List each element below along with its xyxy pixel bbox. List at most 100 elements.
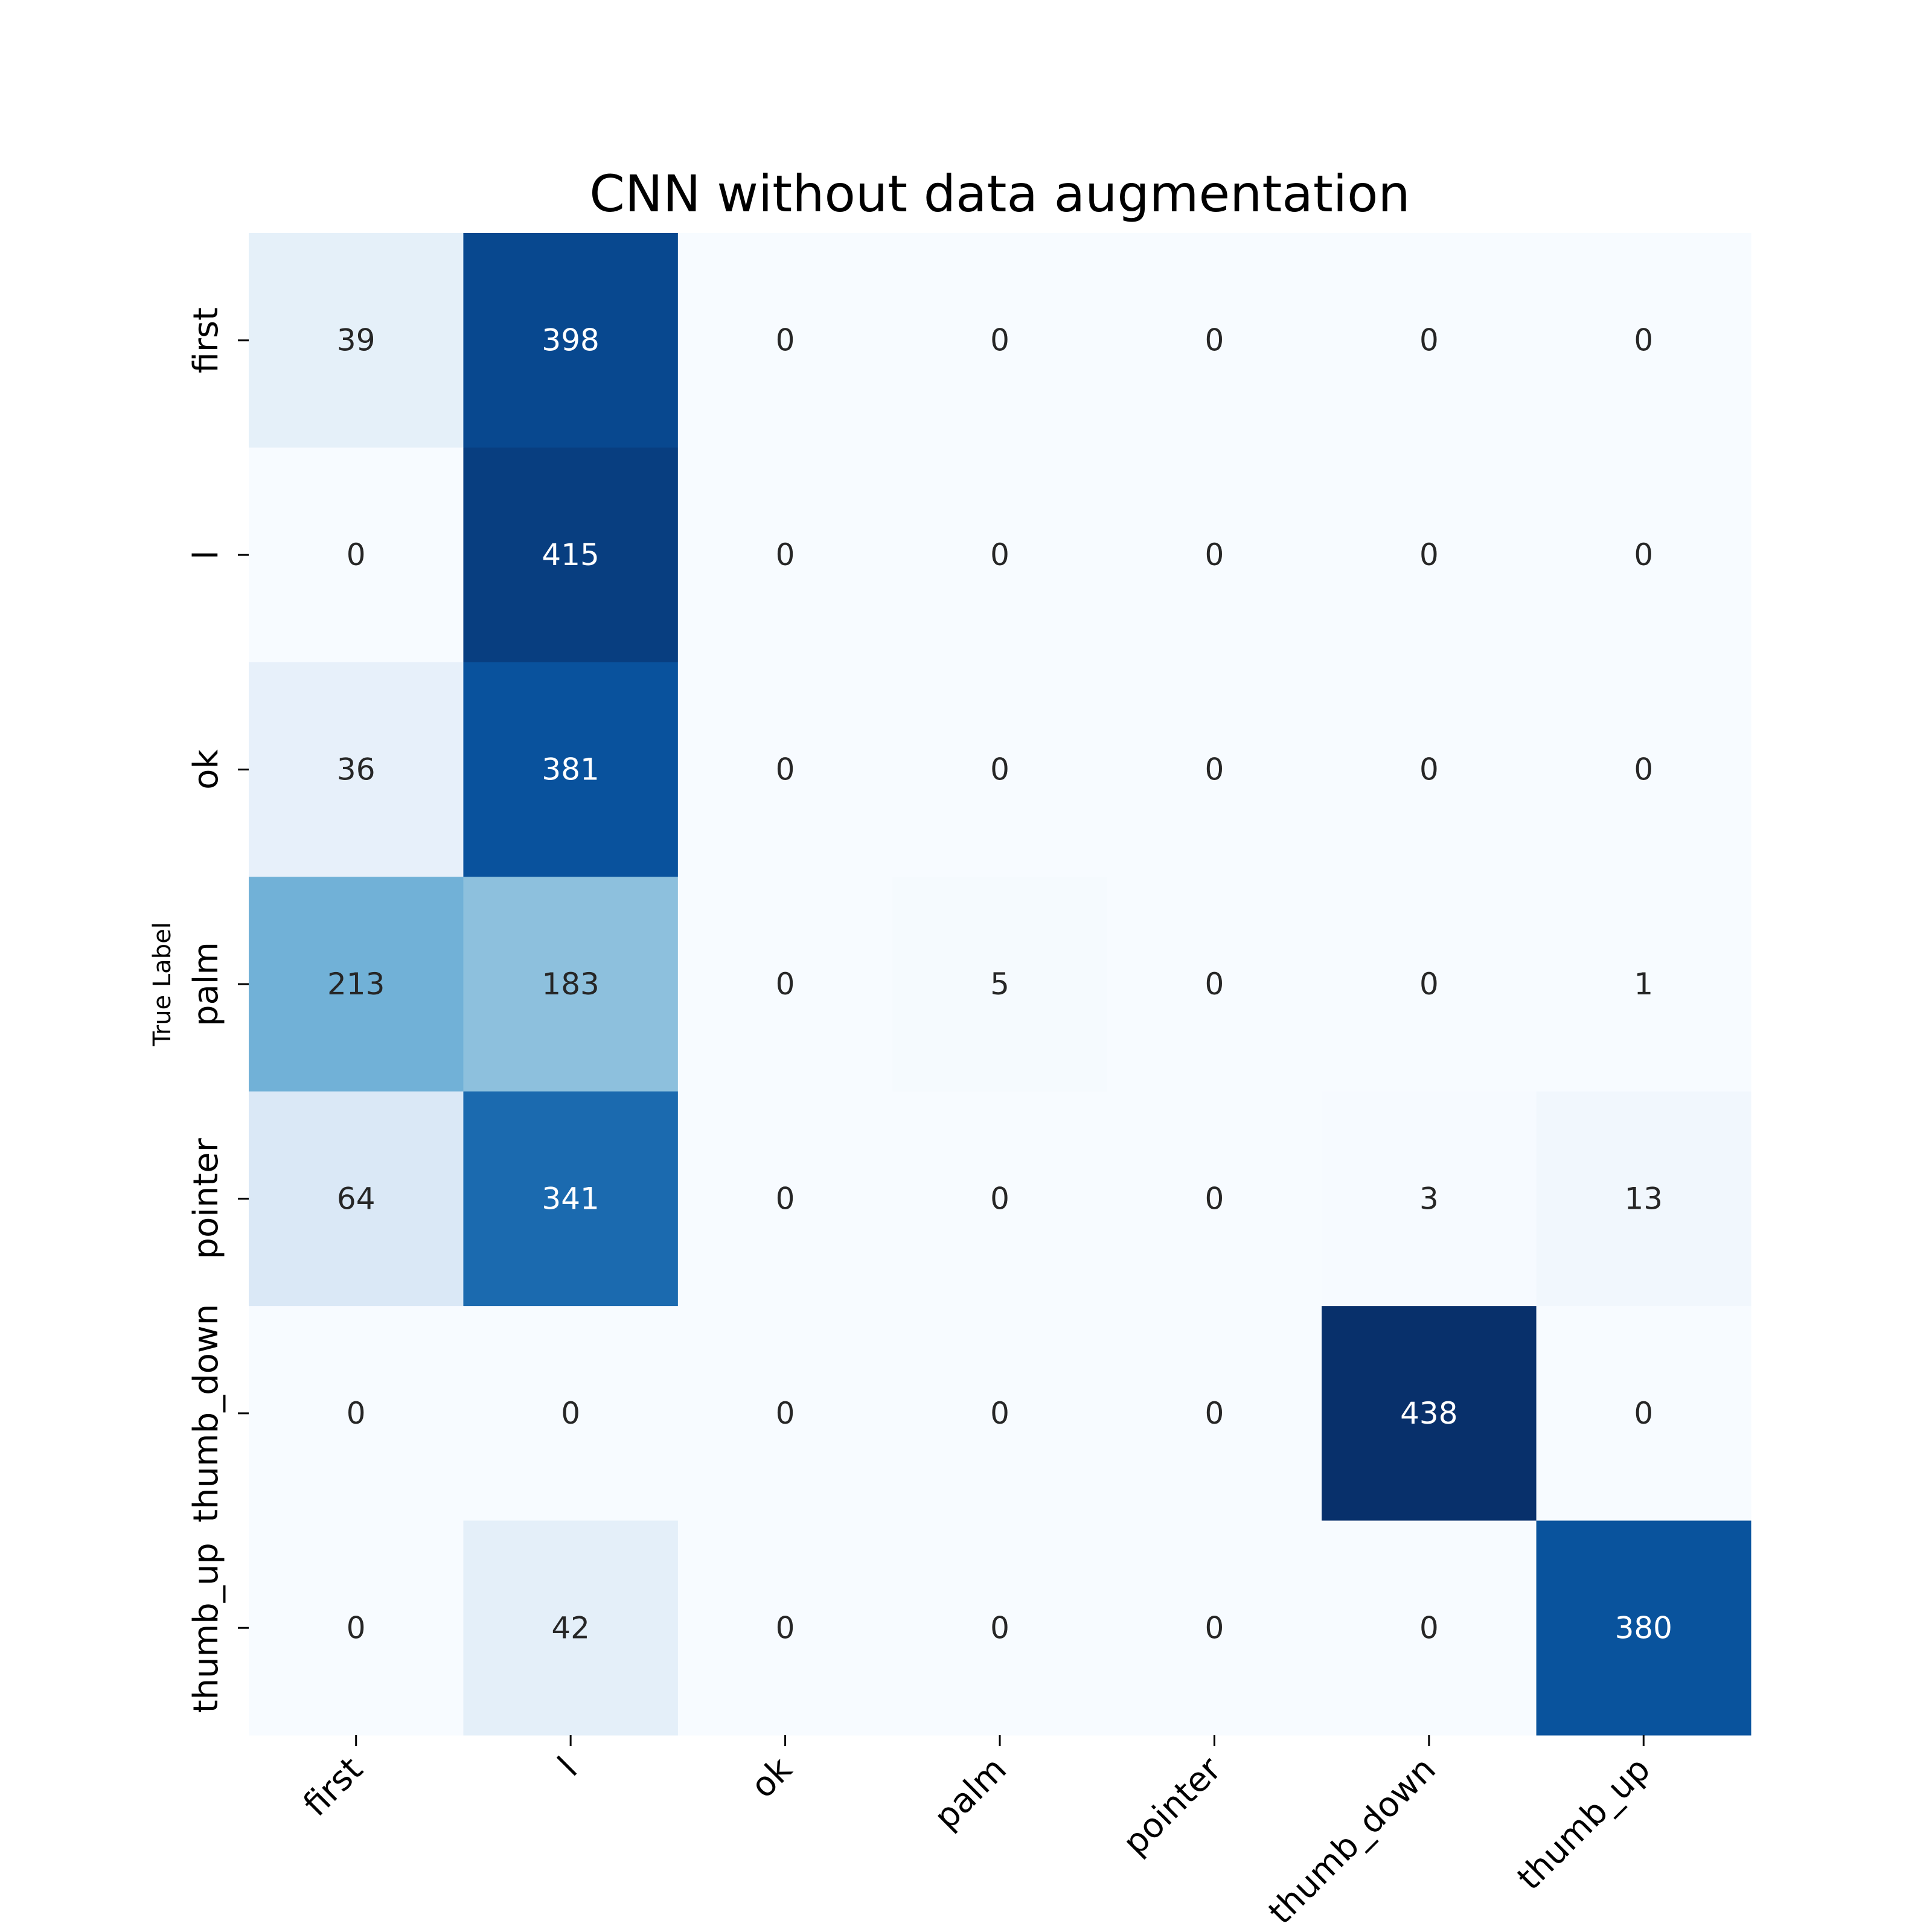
y-tick-label-2: ok [187,749,226,790]
heatmap-cell-r2-c2 [677,662,893,877]
heatmap-cell-r6-c2 [677,1520,893,1736]
cell-value-r6-c0: 0 [347,1610,366,1645]
cell-value-r5-c3: 0 [990,1396,1009,1431]
y-axis-ticks: first l ok palm pointer thumb_down thumb_up [187,307,249,1713]
heatmap-cell-r4-c1 [463,1091,679,1307]
cell-value-r6-c5: 0 [1419,1610,1439,1645]
cell-value-r5-c0: 0 [347,1396,366,1431]
x-tick-label-4: pointer [1116,1749,1229,1863]
cell-value-r3-c3: 5 [990,967,1009,1002]
cell-value-r6-c4: 0 [1205,1610,1224,1645]
cell-value-r1-c5: 0 [1419,537,1439,572]
heatmap-cell-r4-c6 [1536,1091,1751,1307]
heatmap-cell-r2-c4 [1107,662,1322,877]
heatmap-cell-r2-c3 [892,662,1108,877]
heatmap-cell-r3-c2 [677,877,893,1092]
y-tick-label-6: thumb_up [187,1543,226,1713]
cell-value-r4-c6: 13 [1624,1181,1663,1216]
heatmap-cell-r1-c2 [677,447,893,663]
chart-title: CNN without data augmentation [589,164,1410,223]
y-tick-label-3: palm [187,942,226,1026]
heatmap-cells [249,233,1751,1736]
heatmap-cell-r2-c1 [463,662,679,877]
x-tick-label-6: thumb_up [1510,1750,1658,1898]
cell-value-r6-c3: 0 [990,1610,1009,1645]
heatmap-cell-r3-c4 [1107,877,1322,1092]
cell-value-r3-c2: 0 [776,967,795,1002]
cell-value-r2-c4: 0 [1205,752,1224,787]
heatmap-cell-r6-c0 [249,1520,464,1736]
heatmap-cell-r3-c1 [463,877,679,1092]
heatmap-cell-r5-c4 [1107,1306,1322,1521]
y-tick-label-5: thumb_down [187,1304,226,1523]
heatmap-cell-r3-c6 [1536,877,1751,1092]
cell-value-r6-c1: 42 [551,1610,590,1645]
heatmap-cell-r4-c0 [249,1091,464,1307]
heatmap-cell-r0-c6 [1536,233,1751,448]
heatmap-cell-r1-c5 [1322,447,1537,663]
x-tick-label-1: l [551,1750,585,1784]
cell-value-r2-c3: 0 [990,752,1009,787]
cell-value-r4-c0: 64 [337,1181,376,1216]
heatmap-cell-r4-c4 [1107,1091,1322,1307]
cell-value-r6-c6: 380 [1615,1610,1672,1645]
heatmap-cell-r5-c2 [677,1306,893,1521]
x-tick-label-3: palm [927,1750,1014,1837]
cell-value-r0-c3: 0 [990,323,1009,358]
cell-value-r4-c5: 3 [1419,1181,1439,1216]
cell-value-r5-c2: 0 [776,1396,795,1431]
heatmap-cell-r6-c5 [1322,1520,1537,1736]
heatmap-cell-r0-c0 [249,233,464,448]
x-tick-label-5: thumb_down [1261,1750,1444,1932]
heatmap-cell-r0-c4 [1107,233,1322,448]
cell-value-r2-c0: 36 [337,752,376,787]
cell-value-r0-c6: 0 [1634,323,1653,358]
heatmap-cell-r5-c6 [1536,1306,1751,1521]
cell-value-r3-c6: 1 [1634,967,1653,1002]
cell-value-r5-c4: 0 [1205,1396,1224,1431]
y-axis-label: True Label [149,922,176,1047]
cell-value-r0-c0: 39 [337,323,376,358]
cell-value-r0-c5: 0 [1419,323,1439,358]
heatmap-cell-r1-c0 [249,447,464,663]
cell-value-r2-c5: 0 [1419,752,1439,787]
cell-value-r3-c5: 0 [1419,967,1439,1002]
heatmap-cell-r6-c1 [463,1520,679,1736]
y-tick-label-0: first [187,307,226,373]
cell-value-r2-c2: 0 [776,752,795,787]
x-tick-label-0: first [296,1750,370,1824]
heatmap-cell-r6-c6 [1536,1520,1751,1736]
cell-value-r0-c2: 0 [776,323,795,358]
cell-value-r3-c0: 213 [327,967,385,1002]
cell-value-r1-c6: 0 [1634,537,1653,572]
cell-value-r2-c6: 0 [1634,752,1653,787]
heatmap-cell-r3-c5 [1322,877,1537,1092]
heatmap-cell-r4-c5 [1322,1091,1537,1307]
heatmap-cell-r1-c6 [1536,447,1751,663]
heatmap-cell-r2-c6 [1536,662,1751,877]
heatmap-cell-r5-c5 [1322,1306,1537,1521]
heatmap-cell-r4-c2 [677,1091,893,1307]
x-tick-label-2: ok [743,1750,800,1806]
cell-value-r1-c4: 0 [1205,537,1224,572]
cell-value-r0-c1: 398 [542,323,599,358]
heatmap-cell-r0-c3 [892,233,1108,448]
x-axis-ticks: first l ok palm pointer thumb_down thumb_up [296,1735,1658,1932]
cell-value-r4-c1: 341 [542,1181,599,1216]
heatmap-cell-r6-c3 [892,1520,1108,1736]
heatmap-cell-r3-c3 [892,877,1108,1092]
y-tick-label-4: pointer [187,1137,226,1259]
heatmap-cell-r6-c4 [1107,1520,1322,1736]
cell-value-r1-c2: 0 [776,537,795,572]
heatmap-cell-r5-c3 [892,1306,1108,1521]
heatmap-cell-r1-c4 [1107,447,1322,663]
cell-value-r3-c4: 0 [1205,967,1224,1002]
cell-value-r4-c2: 0 [776,1181,795,1216]
y-tick-label-1: l [187,550,226,560]
heatmap-cell-r2-c0 [249,662,464,877]
cell-value-r4-c4: 0 [1205,1181,1224,1216]
cell-value-r0-c4: 0 [1205,323,1224,358]
cell-value-r2-c1: 381 [542,752,599,787]
cell-value-r1-c1: 415 [542,537,599,572]
